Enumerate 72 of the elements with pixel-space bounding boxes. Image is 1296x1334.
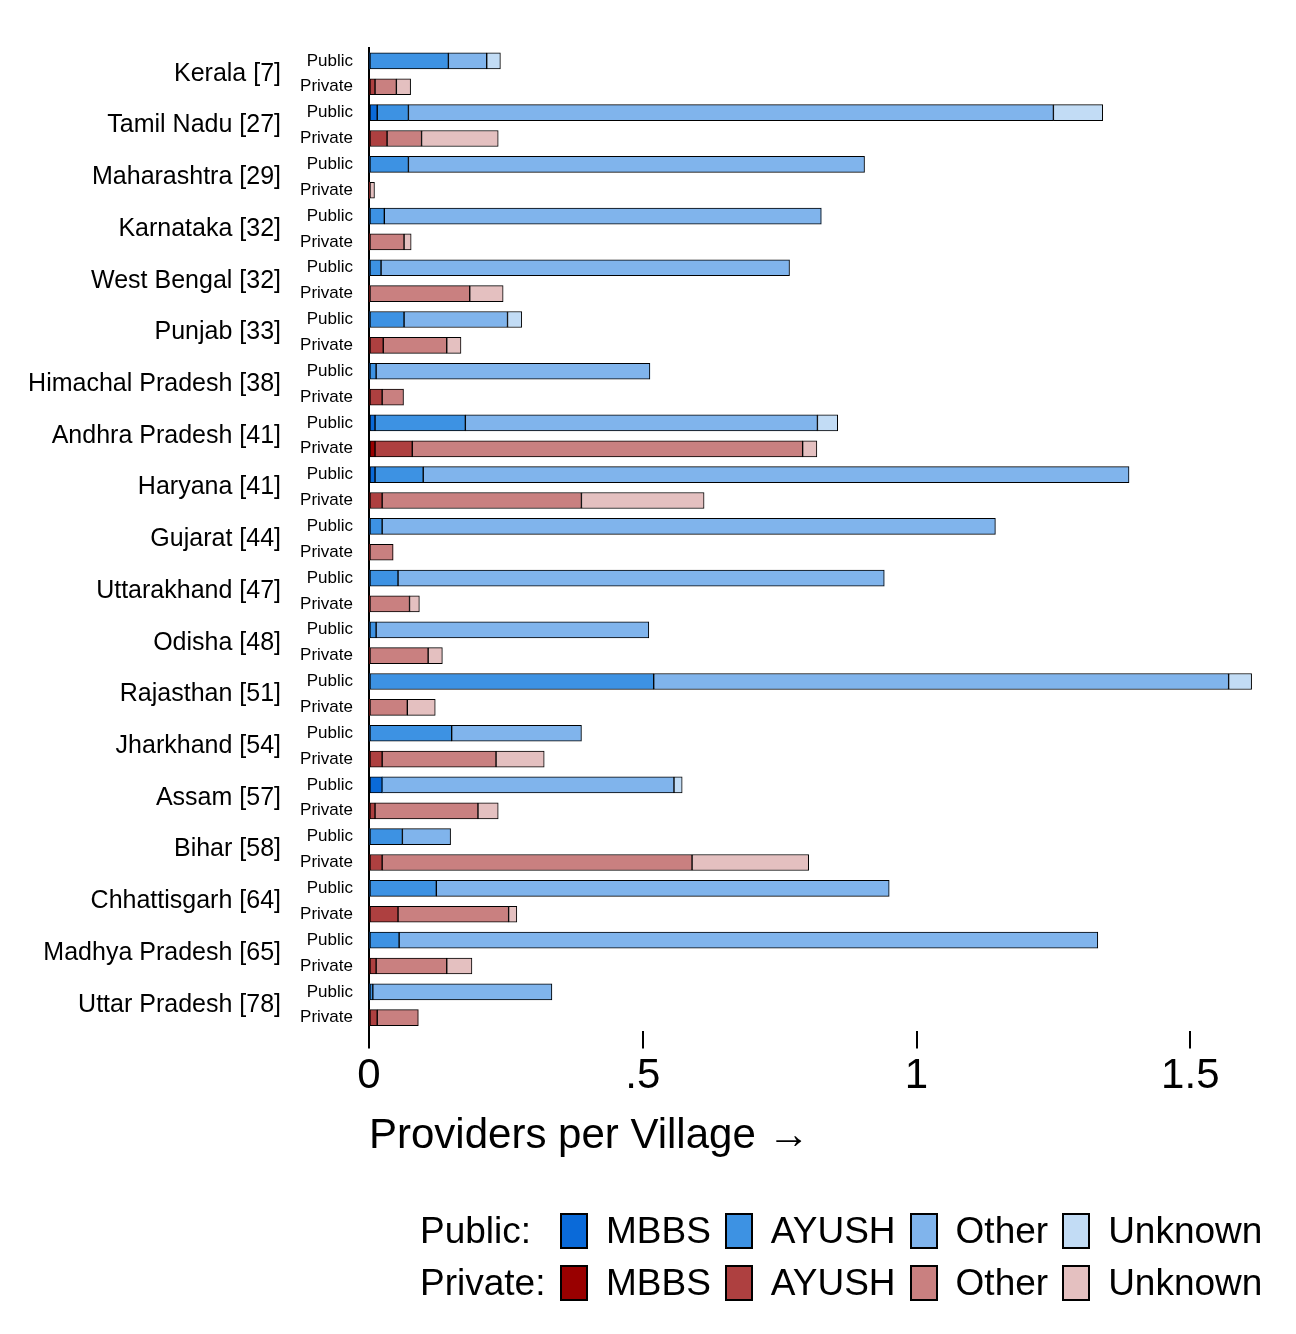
y-tick-label: Public: [306, 464, 354, 484]
y-tick-label: Public: [306, 671, 354, 691]
y-tick-label: Public: [306, 412, 354, 432]
text: Tamil Nadu [27]: [107, 109, 281, 138]
legend-label: AYUSH: [770, 1210, 896, 1252]
y-tick-label: Private: [300, 283, 353, 303]
text: Private:: [420, 1262, 547, 1304]
legend-label: MBBS: [606, 1262, 711, 1304]
y-tick-label: Public: [306, 774, 354, 794]
y-tick-label: Public: [306, 205, 354, 225]
x-tick-label: 1: [904, 1050, 929, 1098]
y-tick-label: Public: [306, 257, 354, 277]
y-tick-label: Public: [306, 50, 354, 70]
text: Uttarakhand [47]: [96, 574, 281, 603]
y-tick-label: Private: [300, 697, 353, 717]
y-tick-label: Private: [300, 593, 353, 613]
y-tick-label: Private: [300, 903, 353, 923]
y-tick-label: Private: [300, 438, 353, 458]
legend-label: AYUSH: [770, 1262, 896, 1304]
text: Jharkhand [54]: [115, 730, 281, 759]
text: Himachal Pradesh [38]: [28, 368, 281, 397]
text: Odisha [48]: [153, 626, 281, 655]
y-tick-label: Private: [300, 231, 353, 251]
y-tick-label: Public: [306, 826, 354, 846]
y-tick-label: Private: [300, 490, 353, 510]
legend-label: Unknown: [1108, 1210, 1263, 1252]
y-tick-label: Private: [300, 128, 353, 148]
x-tick-label: .5: [625, 1050, 661, 1098]
text: Uttar Pradesh [78]: [78, 988, 281, 1017]
y-tick-label: Public: [306, 878, 354, 898]
y-tick-label: Private: [300, 386, 353, 406]
text: Rajasthan [51]: [119, 678, 281, 707]
legend-label: Other: [955, 1210, 1049, 1252]
y-tick-label: Public: [306, 981, 354, 1001]
text: Maharashtra [29]: [92, 161, 281, 190]
y-tick-label: Public: [306, 154, 354, 174]
legend-label: Unknown: [1108, 1262, 1263, 1304]
y-tick-label: Public: [306, 309, 354, 329]
text: Public:: [420, 1210, 533, 1252]
x-tick-label: 1.5: [1161, 1050, 1220, 1098]
text: Punjab [33]: [154, 316, 281, 345]
text: Assam [57]: [155, 781, 281, 810]
y-tick-label: Private: [300, 645, 353, 665]
text: Madhya Pradesh [65]: [43, 936, 281, 965]
text: Karnataka [32]: [118, 212, 281, 241]
y-tick-label: Private: [300, 852, 353, 872]
text: West Bengal [32]: [91, 264, 281, 293]
y-tick-label: Private: [300, 748, 353, 768]
y-tick-label: Private: [300, 800, 353, 820]
y-tick-label: Public: [306, 102, 354, 122]
text: Kerala [7]: [173, 57, 281, 86]
y-tick-label: Public: [306, 722, 354, 742]
y-tick-label: Public: [306, 929, 354, 949]
y-tick-label: Public: [306, 360, 354, 380]
y-tick-label: Public: [306, 567, 354, 587]
y-tick-label: Private: [300, 76, 353, 96]
x-tick-label: 0: [357, 1050, 381, 1098]
text: Bihar [58]: [173, 833, 281, 862]
text: Haryana [41]: [137, 471, 281, 500]
text: Gujarat [44]: [150, 523, 281, 552]
y-tick-label: Private: [300, 955, 353, 975]
text: Chhattisgarh [64]: [90, 885, 281, 914]
x-axis-title: Providers per Village →: [369, 1110, 810, 1158]
legend-label: Other: [955, 1262, 1049, 1304]
y-tick-label: Private: [300, 335, 353, 355]
y-tick-label: Public: [306, 619, 354, 639]
y-tick-label: Private: [300, 1007, 353, 1027]
y-tick-label: Public: [306, 516, 354, 536]
text: Andhra Pradesh [41]: [51, 419, 281, 448]
y-tick-label: Private: [300, 541, 353, 561]
y-tick-label: Private: [300, 179, 353, 199]
legend-label: MBBS: [606, 1210, 711, 1252]
